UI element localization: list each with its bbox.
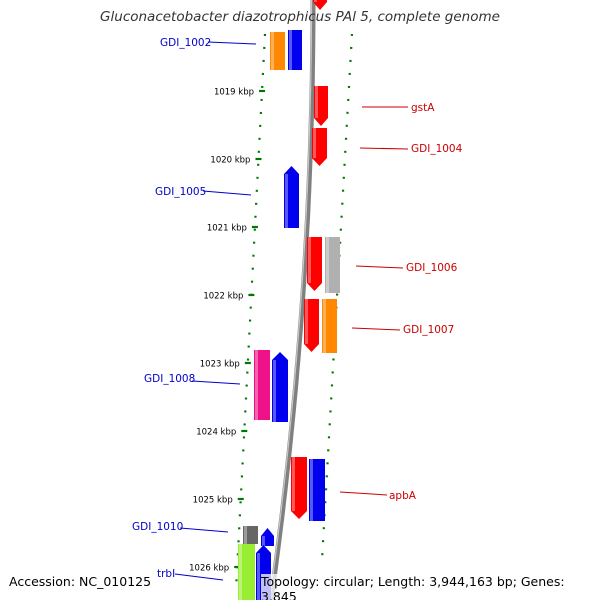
kbp-tick-label: 1020 kbp <box>210 156 250 166</box>
right-leader-line <box>339 491 388 496</box>
left-leader-line <box>191 380 241 385</box>
left-leader-line <box>179 527 229 533</box>
kbp-tick-label: 1021 kbp <box>207 224 247 234</box>
left-gene-label: GDI_1002 <box>160 37 211 49</box>
gene-gsta-shine <box>315 86 318 118</box>
gene-gdi-1007-a <box>304 299 319 352</box>
left-leader-line <box>207 41 257 45</box>
gene-gdi-1004-shine <box>313 128 316 158</box>
gene-top-partial <box>313 0 327 10</box>
kbp-tick-label: 1019 kbp <box>214 88 254 98</box>
gene-gdi-1006-a-shine <box>308 237 311 283</box>
right-gene-label: apbA <box>389 490 417 502</box>
gene-gdi-1004 <box>312 128 327 166</box>
gene-gdi-1003-shine <box>289 30 292 70</box>
kbp-tick-label: 1022 kbp <box>203 292 243 302</box>
kbp-tick-label: 1026 kbp <box>189 564 229 574</box>
gene-gdi-1005-shine <box>285 174 288 228</box>
genome-backbone-highlight <box>268 0 313 600</box>
gene-gdi-1011-shine <box>262 536 265 546</box>
right-leader-line <box>359 147 409 150</box>
right-leader-line <box>355 265 404 269</box>
gene-gdi-1009-a <box>291 457 307 519</box>
gene-gdi-1010 <box>243 526 258 544</box>
gene-gdi-1008 <box>254 350 270 420</box>
gene-gdi-1009 <box>272 352 288 422</box>
gene-apba-shine <box>310 459 313 521</box>
left-gene-label: trbI <box>157 568 175 580</box>
gene-gdi-1009-a-shine <box>292 457 295 511</box>
genome-backbone <box>268 0 316 600</box>
gene-gdi-1006 <box>325 237 340 293</box>
right-gene-label: GDI_1007 <box>403 324 454 336</box>
gene-gdi-1010-shine <box>244 526 247 544</box>
gene-gdi-1006-a <box>307 237 322 291</box>
left-leader-line <box>174 573 224 581</box>
map-title: Gluconacetobacter diazotrophicus PAl 5, … <box>100 9 500 25</box>
kbp-tick-label: 1024 kbp <box>196 428 236 438</box>
right-leader-line <box>351 327 401 331</box>
gene-gdi-1003 <box>288 30 302 70</box>
left-gene-label: GDI_1008 <box>144 373 195 385</box>
right-gene-label: GDI_1004 <box>411 143 463 155</box>
left-gene-label: GDI_1010 <box>132 521 183 533</box>
accession-text: Accession: NC_010125 <box>9 574 152 589</box>
gene-gdi-1007-shine <box>323 299 326 353</box>
gene-apba <box>309 459 325 521</box>
gene-trbi-b-shine <box>257 553 260 600</box>
gene-trbi-shine <box>239 544 242 600</box>
genome-summary-text: Topology: circular; Length: 3,944,163 bp… <box>261 574 600 600</box>
gene-gdi-1007 <box>322 299 337 353</box>
kbp-tick-label: 1025 kbp <box>193 496 233 506</box>
gene-gdi-1011 <box>261 528 274 546</box>
right-gene-label: GDI_1006 <box>406 262 458 274</box>
gene-gdi-1006-shine <box>326 237 329 293</box>
gene-gdi-1008-shine <box>255 350 258 420</box>
gene-gdi-1005 <box>284 166 299 228</box>
left-gene-label: GDI_1005 <box>155 186 206 198</box>
gene-top-partial-shine <box>314 0 317 2</box>
gene-gdi-1002-shine <box>271 32 274 70</box>
gene-gdi-1002 <box>270 32 285 70</box>
right-gene-label: gstA <box>411 102 435 114</box>
left-leader-line <box>202 190 252 196</box>
scale-ring-left <box>234 33 267 591</box>
gene-gsta <box>314 86 328 126</box>
kbp-tick-label: 1023 kbp <box>200 360 240 370</box>
gene-gdi-1007-a-shine <box>305 299 308 344</box>
gene-gdi-1009-shine <box>273 360 276 422</box>
gene-trbi <box>238 544 255 600</box>
